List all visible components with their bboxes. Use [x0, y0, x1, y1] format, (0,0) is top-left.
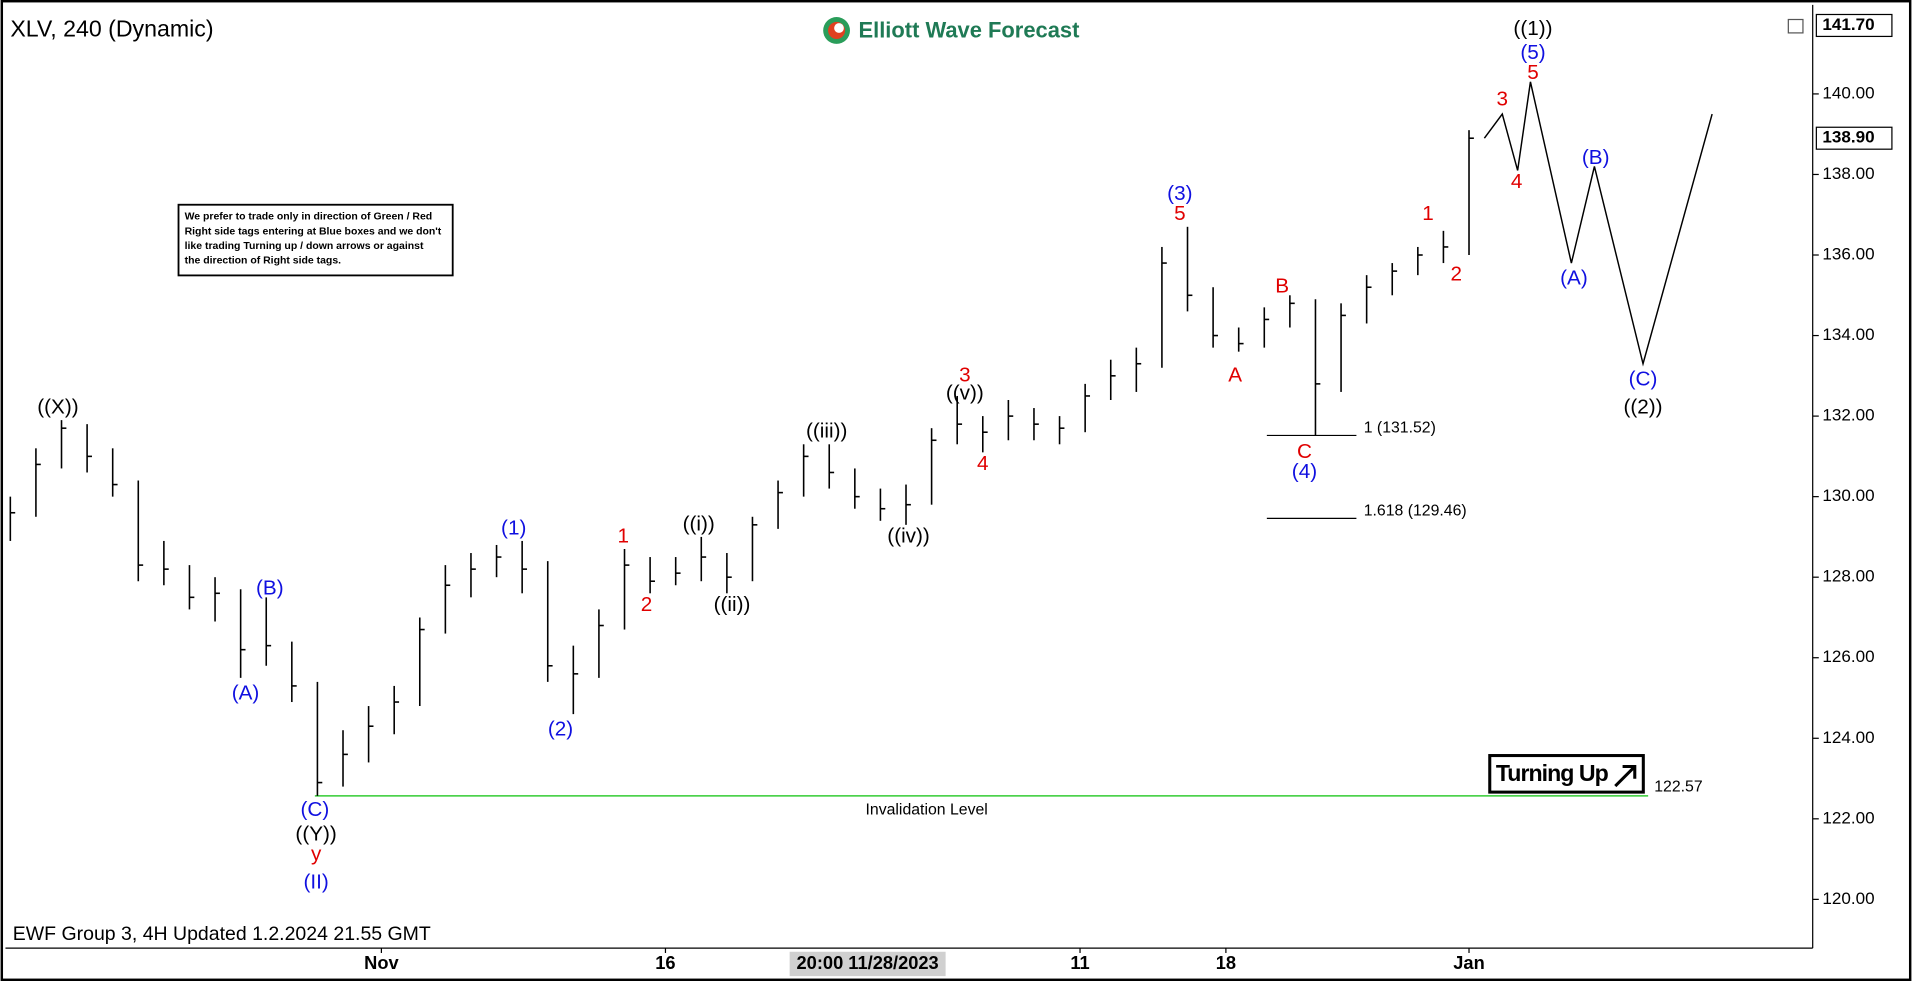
wave-label: 2	[1450, 263, 1462, 286]
wave-label: 1	[617, 524, 629, 547]
wave-label: ((Y))	[295, 822, 336, 845]
wave-label: y	[311, 843, 322, 866]
wave-label: 5	[1527, 61, 1539, 84]
wave-label: (A)	[232, 681, 260, 704]
wave-label: (4)	[1292, 460, 1317, 483]
price-tag-box	[1815, 126, 1893, 150]
wave-label: C	[1297, 440, 1312, 463]
y-tick-label: 130.00	[1822, 486, 1874, 505]
wave-label: (A)	[1560, 267, 1588, 290]
y-tick-label: 120.00	[1822, 889, 1874, 908]
logo: Elliott Wave Forecast	[823, 17, 1080, 44]
wave-label: (B)	[1582, 146, 1610, 169]
wave-label: (5)	[1520, 41, 1545, 64]
wave-label: 4	[1511, 170, 1523, 193]
wave-label: (II)	[303, 871, 328, 894]
y-tick-label: 132.00	[1822, 406, 1874, 425]
badge-arrow	[1614, 764, 1637, 788]
invalidation-label: Invalidation Level	[866, 802, 988, 819]
wave-label: (C)	[300, 798, 329, 821]
wave-label: ((iii))	[806, 420, 847, 443]
wave-label: ((X))	[37, 396, 78, 419]
wave-label: ((iv))	[887, 524, 930, 547]
note-line: Right side tags entering at Blue boxes a…	[185, 226, 442, 237]
y-tick-label: 122.00	[1822, 808, 1874, 827]
y-tick-label: 124.00	[1822, 728, 1874, 747]
wave-label: (2)	[548, 718, 573, 741]
chart-title: XLV, 240 (Dynamic)	[10, 16, 213, 42]
turning-up-badge: Turning Up	[1488, 754, 1645, 794]
note-line: like trading Turning up / down arrows or…	[185, 241, 424, 252]
footer: EWF Group 3, 4H Updated 1.2.2024 21.55 G…	[13, 923, 431, 945]
price-tag: 141.70	[1822, 15, 1874, 34]
wave-label: (3)	[1167, 182, 1192, 205]
logo-text: Elliott Wave Forecast	[859, 17, 1081, 42]
logo-icon-core	[834, 23, 844, 33]
note-line: We prefer to trade only in direction of …	[185, 212, 433, 223]
fib-label: 1 (131.52)	[1364, 419, 1436, 436]
y-tick-label: 128.00	[1822, 567, 1874, 586]
note-box: We prefer to trade only in direction of …	[177, 203, 454, 277]
x-tick-label: 16	[655, 952, 675, 973]
wave-label: ((1))	[1513, 17, 1552, 40]
x-tick-label: 11	[1070, 952, 1089, 973]
badge-text: Turning Up	[1496, 760, 1609, 786]
wave-label: ((v))	[946, 381, 984, 404]
x-tick-label: Nov	[364, 952, 399, 973]
wave-label: ((ii))	[714, 593, 751, 616]
wave-label: 5	[1174, 202, 1186, 225]
y-tick-label: 136.00	[1822, 245, 1874, 264]
y-tick-label: 126.00	[1822, 647, 1874, 666]
wave-label: B	[1275, 275, 1289, 298]
x-tick-label: Jan	[1453, 952, 1484, 973]
wave-label: (1)	[501, 516, 526, 539]
wave-label: (B)	[256, 577, 284, 600]
price-tag-box	[1815, 13, 1893, 38]
note-line: the direction of Right side tags.	[185, 256, 342, 267]
y-tick-label: 134.00	[1822, 325, 1874, 344]
wave-label: ((2))	[1623, 396, 1662, 419]
note-frame	[177, 203, 454, 277]
wave-label: 2	[641, 593, 653, 616]
wave-label: A	[1228, 363, 1242, 386]
y-tick-label: 138.00	[1822, 164, 1874, 183]
price-tag: 138.90	[1822, 128, 1874, 147]
badge-frame	[1488, 754, 1645, 794]
crosshair-label: 20:00 11/28/2023	[797, 952, 939, 973]
crosshair-label-bg	[789, 951, 946, 977]
wave-label: 3	[1497, 87, 1509, 110]
x-tick-label: 18	[1216, 952, 1236, 973]
fib-label: 1.618 (129.46)	[1364, 502, 1467, 519]
wave-label: (C)	[1629, 367, 1658, 390]
wave-label: ((i))	[683, 512, 715, 535]
projection-path	[1483, 81, 1713, 367]
wave-label: 3	[959, 363, 971, 386]
invalidation-value: 122.57	[1654, 779, 1702, 796]
wave-label: 1	[1422, 202, 1434, 225]
wave-label: 4	[977, 452, 989, 475]
window-icon	[1787, 18, 1804, 34]
y-tick-label: 140.00	[1822, 83, 1874, 102]
